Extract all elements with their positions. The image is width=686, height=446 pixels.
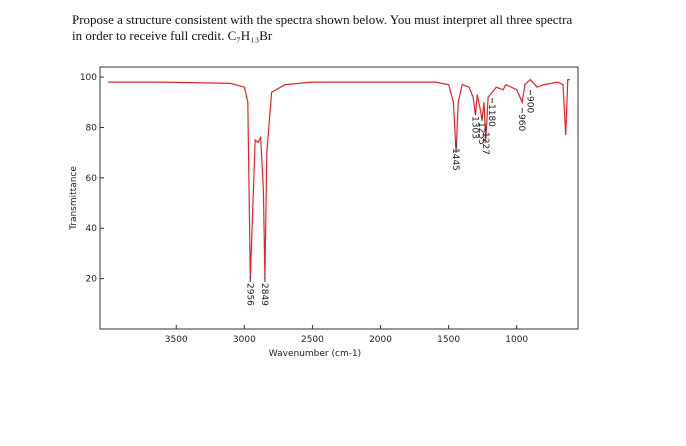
peak-label: 2956	[244, 283, 254, 306]
peak-label: 2849	[259, 283, 269, 306]
peak-label: 1180	[486, 104, 496, 127]
plot-frame	[99, 66, 579, 330]
y-tick-label: 100	[80, 73, 97, 83]
peak-label: 1303	[469, 116, 479, 139]
spectrum-line	[108, 78, 570, 279]
y-tick-label: 60	[86, 174, 98, 184]
peak-label: 1227	[480, 132, 490, 155]
x-tick-label: 2000	[369, 335, 392, 345]
question-text: in order to receive full credit.	[72, 28, 225, 43]
peak-label: 1255	[476, 122, 486, 145]
peak-label: 1445	[450, 148, 460, 171]
y-tick-label: 20	[86, 275, 98, 285]
x-tick-label: 3500	[165, 335, 188, 345]
x-axis-label: Wavenumber (cm-1)	[269, 349, 361, 359]
x-tick-label: 1500	[437, 335, 460, 345]
x-tick-label: 1000	[505, 335, 528, 345]
x-tick-label: 2500	[301, 335, 324, 345]
peak-label: 900	[524, 96, 534, 113]
question-line: in order to receive full credit. C₇H₁₃Br	[72, 28, 272, 44]
formula: C₇H₁₃Br	[227, 28, 273, 43]
y-tick-label: 40	[86, 224, 98, 234]
y-axis-label: Transmittance	[69, 166, 79, 231]
y-tick-label: 80	[86, 123, 98, 133]
peak-label: 960	[516, 114, 526, 131]
question-line: Propose a structure consistent with the …	[72, 12, 573, 27]
x-tick-label: 3000	[233, 335, 256, 345]
